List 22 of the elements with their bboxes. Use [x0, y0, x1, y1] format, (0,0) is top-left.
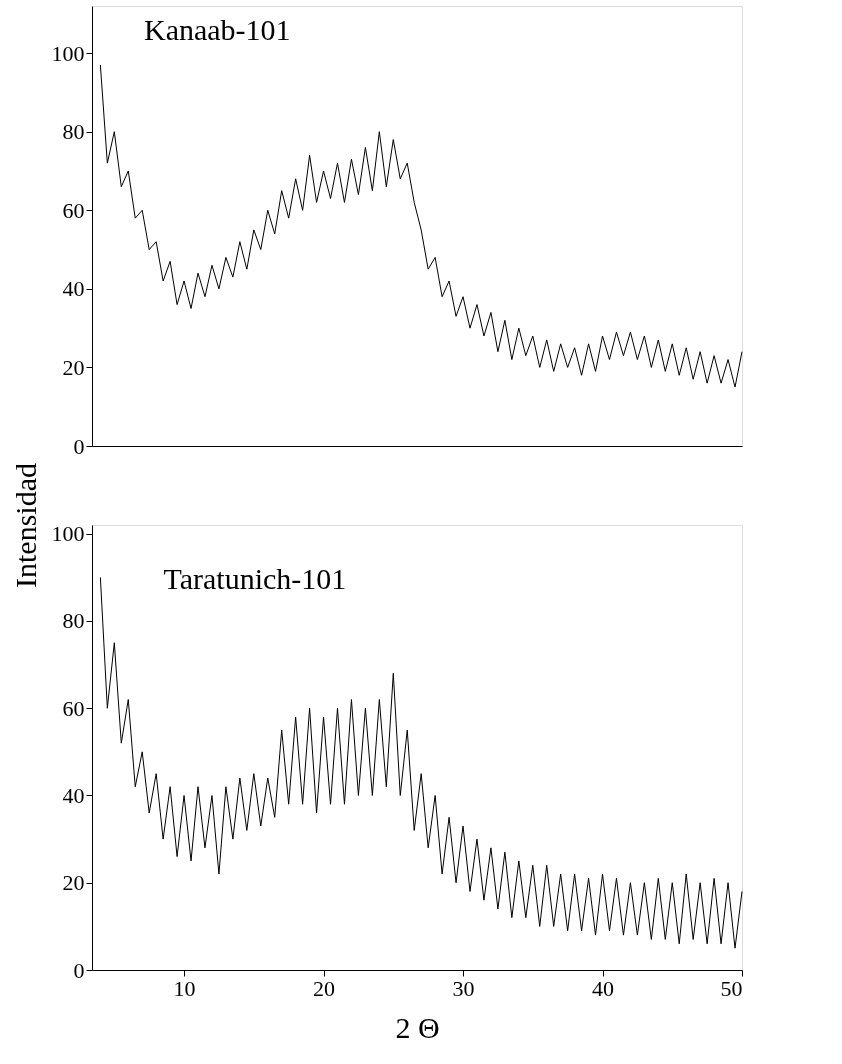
y-tick-label: 80	[62, 608, 85, 634]
y-tick-label: 40	[62, 276, 85, 302]
y-tick-label: 0	[73, 433, 85, 459]
y-tick-label: 0	[73, 957, 85, 983]
y-tick-label: 80	[62, 119, 85, 145]
x-tick-label: 10	[173, 975, 196, 1001]
x-tick-label: 30	[452, 975, 475, 1001]
y-tick-label: 100	[51, 40, 85, 66]
x-tick-label: 20	[313, 975, 336, 1001]
y-tick-label: 40	[62, 782, 85, 808]
x-tick-label: 50	[720, 975, 743, 1001]
y-tick-label: 60	[62, 197, 85, 223]
text: Taratunich-101	[163, 562, 347, 595]
y-tick-label: 60	[62, 695, 85, 721]
x-tick-label: 40	[592, 975, 615, 1001]
series-label: Kanaab-101	[144, 13, 291, 46]
y-tick-label: 20	[62, 354, 85, 380]
y-axis-title: Intensidad	[8, 463, 42, 588]
y-tick-label: 20	[62, 870, 85, 896]
line-series	[99, 64, 743, 388]
y-tick-label: 100	[51, 521, 85, 547]
x-axis-title: 2 Θ	[395, 1010, 440, 1044]
